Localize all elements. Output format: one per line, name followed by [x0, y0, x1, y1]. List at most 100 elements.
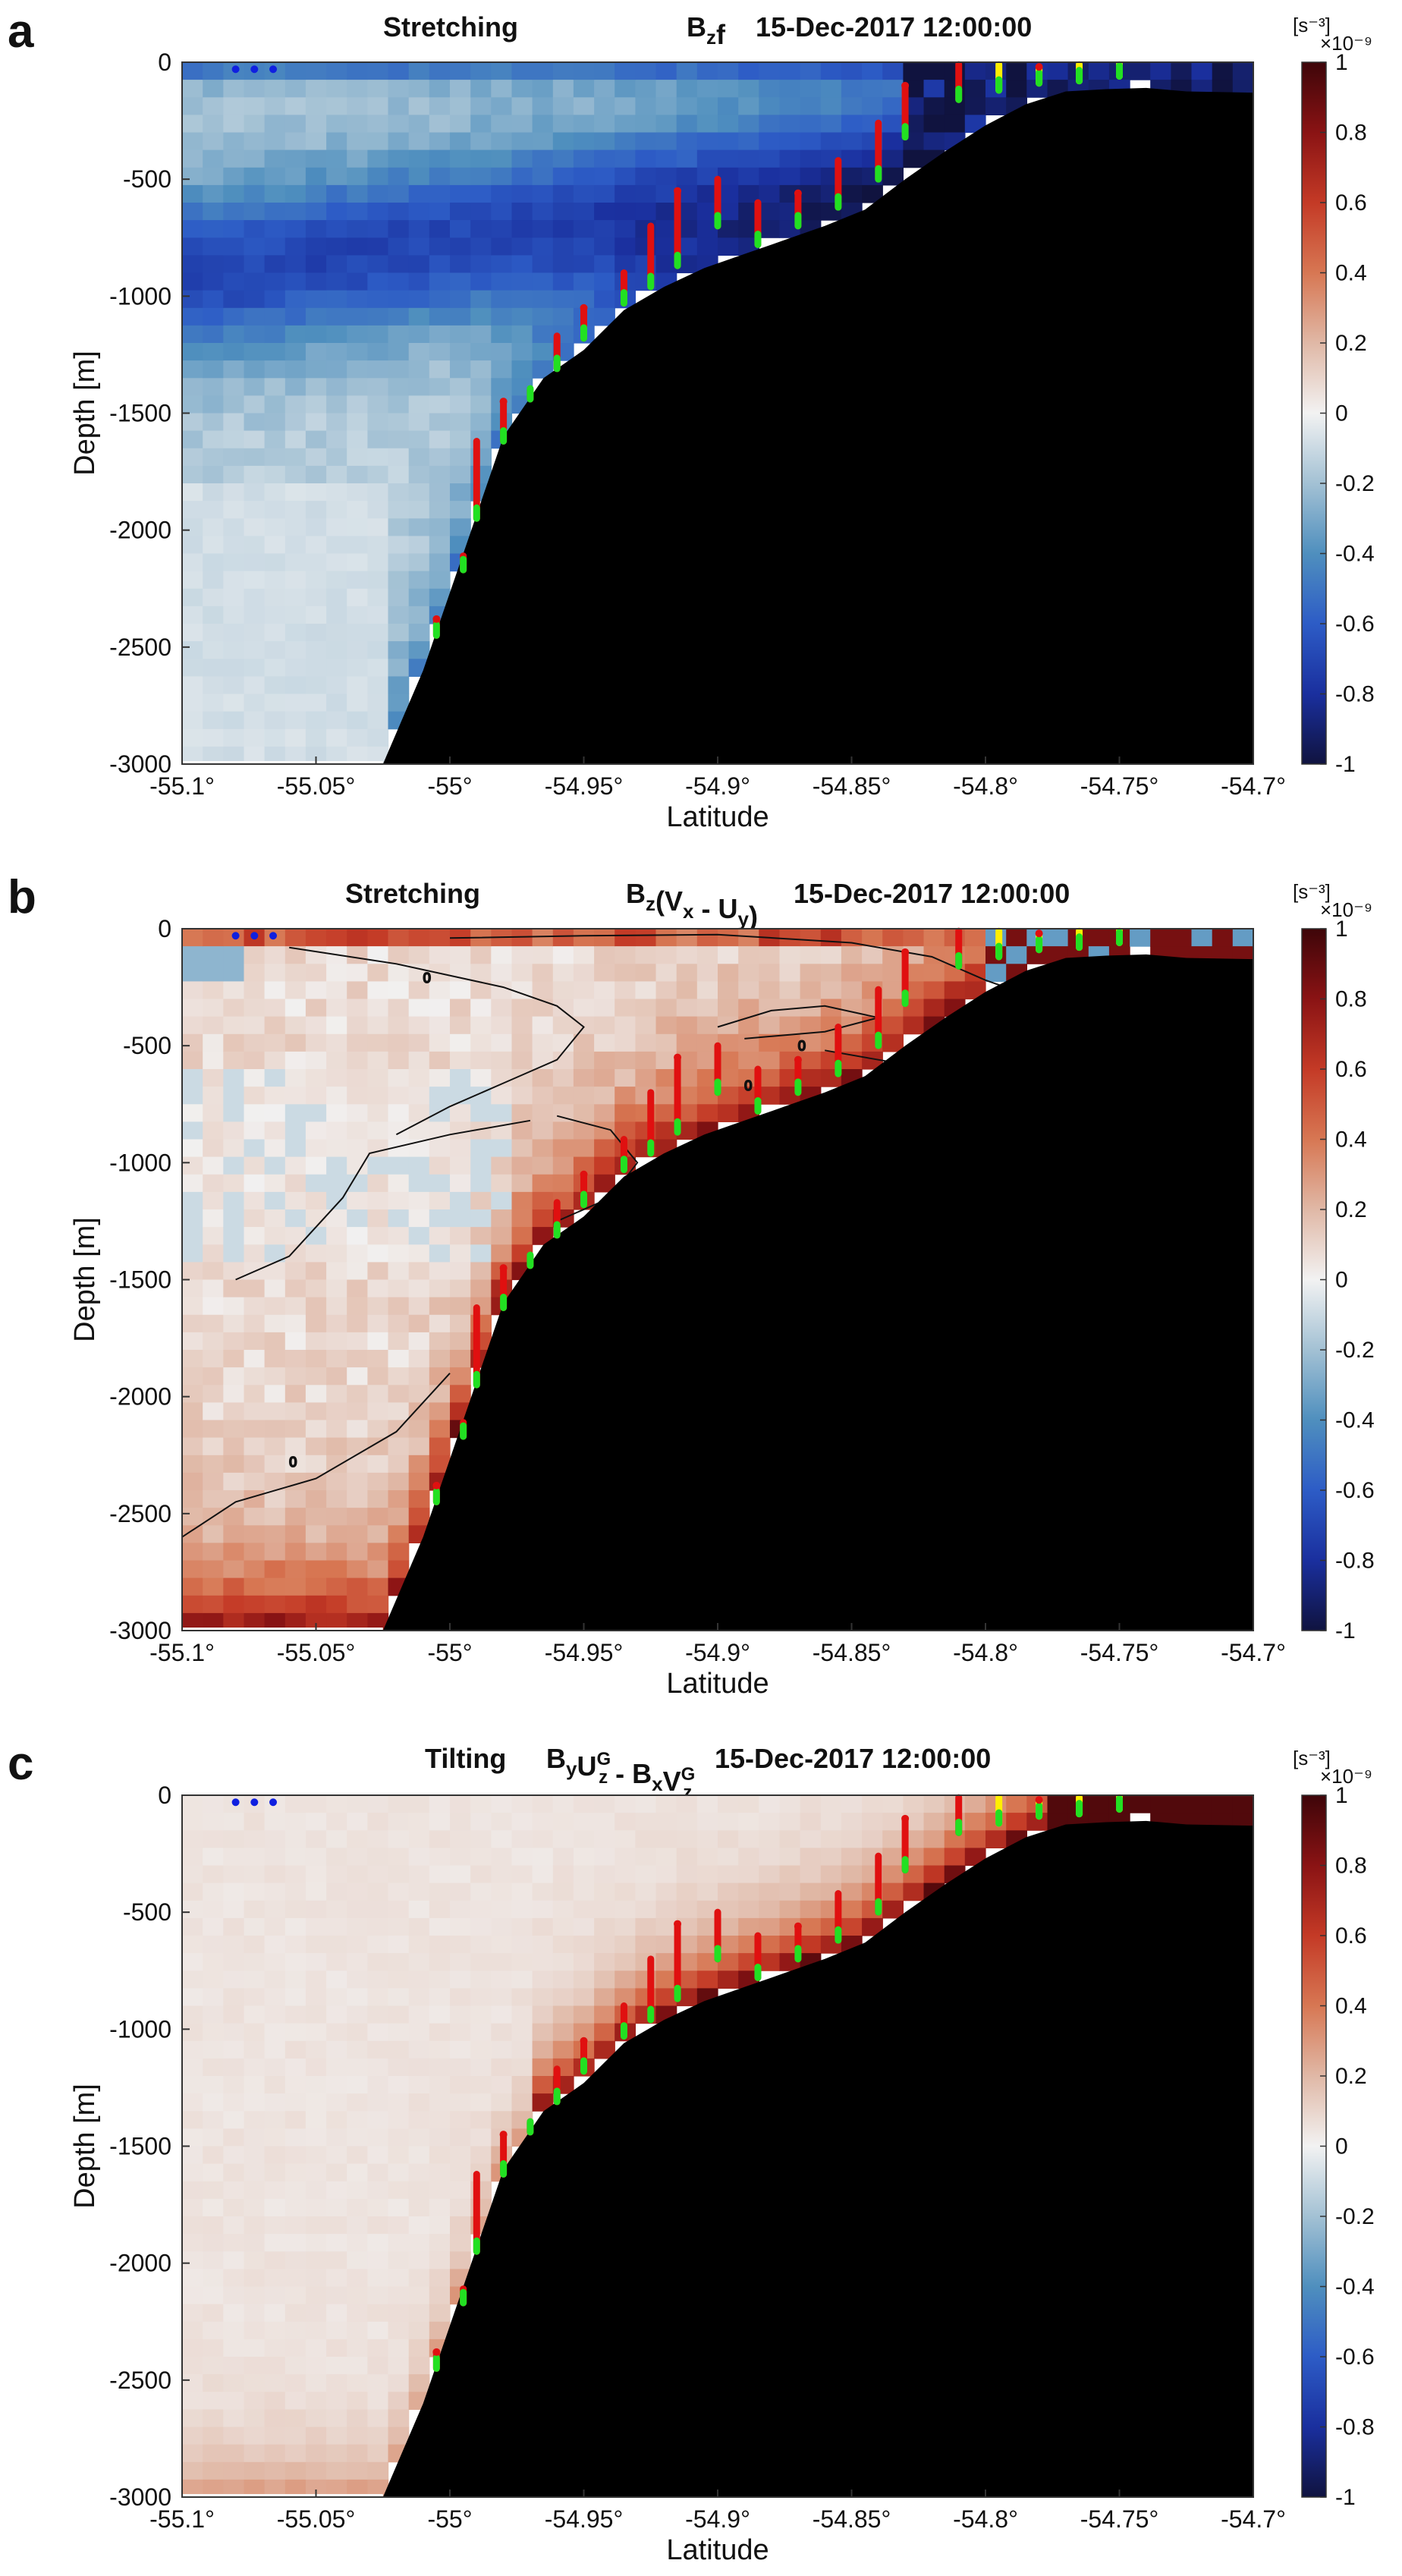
heatmap-cell [408, 2146, 430, 2165]
heatmap-cell [305, 1848, 327, 1867]
heatmap-cell [718, 1848, 739, 1867]
heatmap-cell [450, 1314, 471, 1333]
heatmap-cell [305, 2234, 327, 2252]
heatmap-cell [450, 2076, 471, 2094]
heatmap-cell [326, 2357, 347, 2375]
heatmap-cell [203, 1577, 224, 1596]
heatmap-cell [388, 1882, 410, 1901]
heatmap-cell [388, 605, 410, 624]
y-tick-label: -1000 [109, 1149, 171, 1176]
heatmap-cell [738, 946, 759, 964]
x-tick-label: -55.1° [149, 2505, 215, 2533]
heatmap-cell [408, 272, 430, 291]
heatmap-cell [203, 2040, 224, 2059]
heatmap-cell [326, 571, 347, 590]
heatmap-cell [511, 1865, 533, 1884]
heatmap-cell [223, 999, 245, 1018]
heatmap-cell [1047, 1795, 1069, 1813]
profile-marker-top [432, 615, 441, 623]
heatmap-cell [367, 605, 389, 624]
colorbar-tick-label: 0 [1335, 1268, 1348, 1293]
heatmap-cell [552, 1033, 574, 1052]
heatmap-cell [367, 659, 389, 677]
heatmap-cell [532, 132, 554, 151]
heatmap-cell [367, 1988, 389, 2007]
heatmap-cell [450, 1332, 471, 1351]
contour-line [449, 933, 1039, 1000]
heatmap-cell [408, 1865, 430, 1884]
heatmap-cell [676, 1069, 698, 1087]
heatmap-cell [182, 149, 203, 168]
heatmap-cell [305, 2040, 327, 2059]
heatmap-cell [347, 1882, 368, 1901]
heatmap-cell [532, 1121, 554, 1140]
heatmap-cell [429, 203, 451, 221]
heatmap-cell [305, 2163, 327, 2182]
heatmap-cell [429, 1262, 451, 1281]
heatmap-cell [326, 1314, 347, 1333]
heatmap-cell [264, 536, 286, 555]
heatmap-cell [532, 1882, 554, 1901]
heatmap-cell [862, 80, 883, 98]
heatmap-cell [326, 659, 347, 677]
heatmap-cell [552, 964, 574, 982]
heatmap-cell [388, 149, 410, 168]
heatmap-cell [450, 325, 471, 344]
heatmap-cell [676, 1121, 698, 1140]
heatmap-cell [491, 1936, 513, 1954]
heatmap-cell [305, 2409, 327, 2428]
panel-a: a Stretching Bzf 15-Dec-2017 12:00:00 0-… [8, 5, 1375, 833]
heatmap-cell [388, 465, 410, 484]
heatmap-cell [305, 184, 327, 203]
heatmap-cell [223, 711, 245, 730]
heatmap-cell [532, 964, 554, 982]
heatmap-cell [511, 115, 533, 134]
heatmap-cell [779, 62, 801, 80]
heatmap-cell [244, 448, 266, 467]
heatmap-cell [182, 1069, 203, 1087]
heatmap-cell [800, 1795, 822, 1813]
heatmap-cell [573, 237, 595, 256]
heatmap-cell [388, 1069, 410, 1087]
heatmap-cell [182, 1297, 203, 1316]
heatmap-cell [244, 676, 266, 695]
heatmap-cell [326, 2198, 347, 2217]
heatmap-cell [964, 1830, 986, 1848]
heatmap-cell [182, 1455, 203, 1474]
heatmap-cell [655, 1016, 677, 1035]
heatmap-cell [244, 1385, 266, 1403]
y-tick-label: -2000 [109, 2250, 171, 2277]
x-tick-label: -54.7° [1221, 1639, 1286, 1666]
heatmap-cell [223, 1560, 245, 1579]
heatmap-cell [470, 981, 492, 1000]
heatmap-cell [244, 483, 266, 502]
heatmap-cell [450, 149, 471, 168]
heatmap-cell [367, 2146, 389, 2165]
heatmap-cell [594, 1865, 615, 1884]
heatmap-cell [264, 1051, 286, 1070]
heatmap-cell [450, 2111, 471, 2129]
heatmap-cell [429, 2146, 451, 2165]
heatmap-cell [367, 2023, 389, 2042]
heatmap-cell [696, 1104, 718, 1122]
heatmap-cell [450, 1227, 471, 1245]
heatmap-cell [470, 1156, 492, 1175]
heatmap-cell [470, 1174, 492, 1193]
heatmap-cell [284, 325, 306, 344]
heatmap-cell [326, 1033, 347, 1052]
heatmap-cell [347, 1971, 368, 1989]
heatmap-cell [244, 1917, 266, 1936]
heatmap-cell [305, 167, 327, 186]
heatmap-cell [532, 62, 554, 80]
heatmap-cell [532, 1795, 554, 1813]
heatmap-cell [264, 1297, 286, 1316]
heatmap-cell [203, 1297, 224, 1316]
heatmap-cell [244, 1104, 266, 1122]
heatmap-cell [923, 929, 945, 947]
heatmap-cell [450, 255, 471, 274]
heatmap-cell [841, 149, 863, 168]
heatmap-cell [511, 1191, 533, 1210]
heatmap-cell [429, 501, 451, 519]
heatmap-cell [820, 132, 842, 151]
heatmap-cell [779, 132, 801, 151]
